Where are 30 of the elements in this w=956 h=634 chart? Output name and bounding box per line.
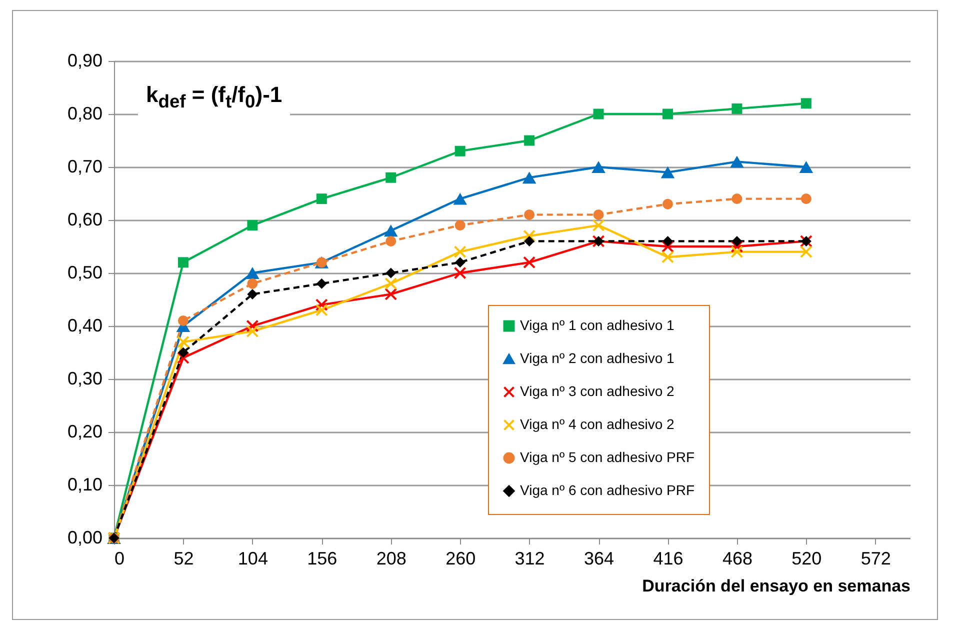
x-tick-label: 364 bbox=[584, 548, 614, 568]
legend-label: Viga nº 3 con adhesivo 2 bbox=[520, 383, 675, 399]
x-tick-label: 0 bbox=[114, 548, 125, 568]
legend-label: Viga nº 1 con adhesivo 1 bbox=[520, 317, 675, 333]
x-axis-title: Duración del ensayo en semanas bbox=[642, 576, 910, 596]
y-tick-label: 0,50 bbox=[67, 262, 102, 282]
x-tick-label: 208 bbox=[376, 548, 406, 568]
legend-label: Viga nº 2 con adhesivo 1 bbox=[520, 350, 675, 366]
y-tick-label: 0,70 bbox=[67, 156, 102, 176]
x-tick-label: 572 bbox=[860, 548, 891, 568]
legend-label: Viga nº 5 con adhesivo PRF bbox=[520, 449, 695, 465]
y-tick-label: 0,20 bbox=[67, 422, 102, 442]
x-tick-label: 468 bbox=[722, 548, 752, 568]
y-tick-label: 0,00 bbox=[67, 528, 102, 548]
x-tick-label: 416 bbox=[653, 548, 684, 568]
y-tick-label: 0,40 bbox=[67, 316, 102, 336]
y-tick-label: 0,10 bbox=[67, 474, 102, 494]
x-tick-label: 52 bbox=[174, 548, 194, 568]
y-tick-label: 0,90 bbox=[67, 50, 102, 70]
legend-label: Viga nº 6 con adhesivo PRF bbox=[520, 482, 695, 498]
x-tick-label: 260 bbox=[446, 548, 476, 568]
y-tick-label: 0,60 bbox=[67, 210, 102, 230]
y-tick-label: 0,80 bbox=[67, 104, 102, 124]
annotation: k$_{def}$ = (f$_{t}$/f$_{0}$)-1 bbox=[138, 78, 290, 116]
x-tick-label: 104 bbox=[238, 548, 268, 568]
x-tick-label: 156 bbox=[307, 548, 338, 568]
x-tick-label: 520 bbox=[792, 548, 822, 568]
y-tick-label: 0,30 bbox=[67, 368, 102, 388]
x-tick-label: 312 bbox=[514, 548, 545, 568]
legend-label: Viga nº 4 con adhesivo 2 bbox=[520, 416, 675, 432]
